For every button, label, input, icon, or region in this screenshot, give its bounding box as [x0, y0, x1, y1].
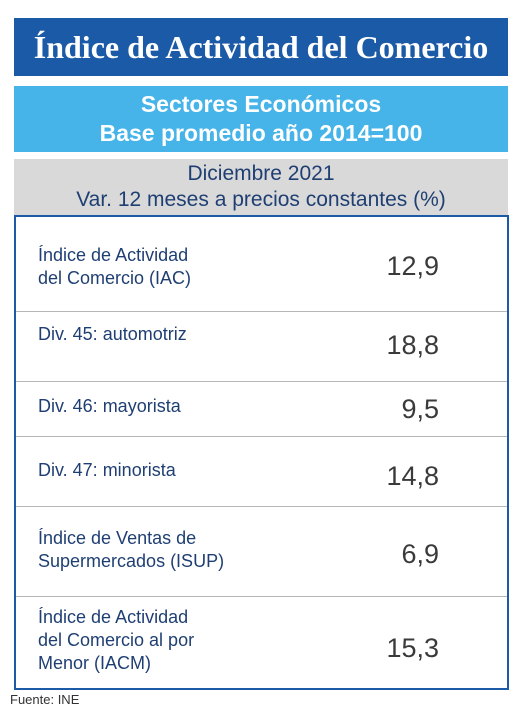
row-label-line: Div. 47: minorista [38, 460, 176, 480]
table-row: Div. 45: automotriz 18,8 [16, 312, 507, 382]
row-label: Índice de Ventas de Supermercados (ISUP) [38, 527, 224, 573]
table-row: Div. 46: mayorista 9,5 [16, 382, 507, 437]
row-label-line: del Comercio al por [38, 630, 195, 650]
row-label-line: Div. 46: mayorista [38, 396, 181, 416]
row-label-line: del Comercio (IAC) [38, 268, 192, 288]
subtitle-line-1: Sectores Económicos [140, 91, 382, 117]
row-value: 15,3 [386, 633, 439, 663]
table-row: Div. 47: minorista 14,8 [16, 437, 507, 507]
row-label-line: Índice de Actividad [38, 245, 189, 265]
row-value: 18,8 [386, 330, 439, 360]
row-label-line: Menor (IACM) [38, 653, 152, 673]
row-label-line: Índice de Actividad [38, 607, 189, 627]
row-label: Índice de Actividad del Comercio (IAC) [38, 244, 191, 290]
row-label: Div. 45: automotriz [38, 323, 187, 346]
period-line-1: Diciembre 2021 [187, 162, 335, 185]
row-label-line: Índice de Ventas de [38, 528, 197, 548]
data-table: Índice de Actividad del Comercio (IAC) 1… [14, 215, 509, 690]
title-bar: Índice de Actividad del Comercio [14, 18, 508, 76]
page-title: Índice de Actividad del Comercio [33, 28, 489, 65]
subtitle-bar: Sectores Económicos Base promedio año 20… [14, 86, 508, 152]
table-row: Índice de Ventas de Supermercados (ISUP)… [16, 507, 507, 597]
row-value: 14,8 [386, 461, 439, 491]
row-label: Div. 47: minorista [38, 459, 176, 482]
source-note: Fuente: INE [10, 692, 80, 707]
period-line-2: Var. 12 meses a precios constantes (%) [76, 188, 446, 211]
period-bar: Diciembre 2021 Var. 12 meses a precios c… [14, 159, 508, 215]
table-row: Índice de Actividad del Comercio (IAC) 1… [16, 217, 507, 312]
row-label: Índice de Actividad del Comercio al por … [38, 606, 194, 675]
table-row: Índice de Actividad del Comercio al por … [16, 597, 507, 688]
subtitle-line-2: Base promedio año 2014=100 [99, 120, 423, 146]
row-label-line: Supermercados (ISUP) [38, 551, 225, 571]
row-value: 12,9 [386, 251, 439, 281]
row-label-line: Div. 45: automotriz [38, 324, 187, 344]
row-value: 9,5 [401, 394, 439, 424]
row-label: Div. 46: mayorista [38, 395, 181, 418]
row-value: 6,9 [401, 539, 439, 569]
